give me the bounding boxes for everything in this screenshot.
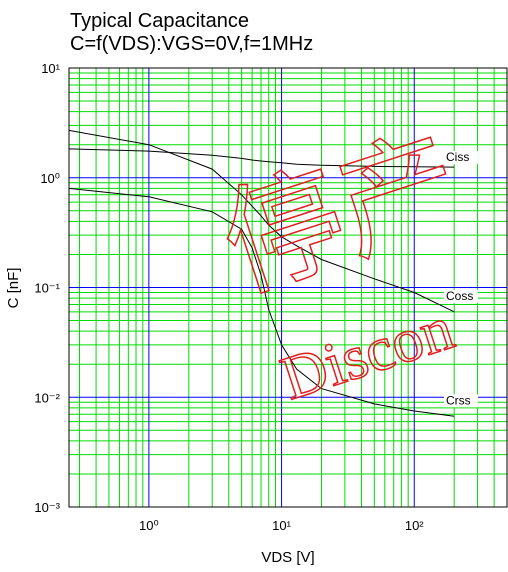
y-tick-label: 10⁻³: [34, 500, 60, 515]
plot-frame: [68, 67, 508, 508]
y-tick-label: 10⁻¹: [34, 281, 60, 296]
watermark-text: 停产: [206, 111, 477, 317]
y-tick-label: 10⁻²: [34, 390, 60, 405]
series-label-bg: [444, 289, 478, 303]
y-axis-label: C [nF]: [5, 268, 22, 309]
x-tick-label: 10¹: [272, 518, 291, 533]
x-axis-label: VDS [V]: [261, 549, 314, 566]
series-label: Crss: [446, 393, 471, 407]
series-label: Ciss: [446, 150, 469, 164]
series-label: Coss: [446, 289, 473, 303]
x-tick-label: 10²: [405, 518, 424, 533]
y-tick-label: 10⁰: [40, 171, 60, 186]
series-line: [69, 148, 455, 168]
series-line: [69, 187, 455, 417]
series-label-bg: [444, 151, 478, 165]
x-tick-label: 10⁰: [139, 518, 159, 533]
chart-title: Typical Capacitance: [70, 10, 249, 32]
chart-subtitle: C=f(VDS):VGS=0V,f=1MHz: [70, 33, 313, 55]
series-label-bg: [444, 394, 478, 408]
series-line: [69, 129, 455, 313]
y-tick-label: 10¹: [41, 61, 60, 76]
plot: Ciss Coss Crss: [69, 129, 478, 417]
